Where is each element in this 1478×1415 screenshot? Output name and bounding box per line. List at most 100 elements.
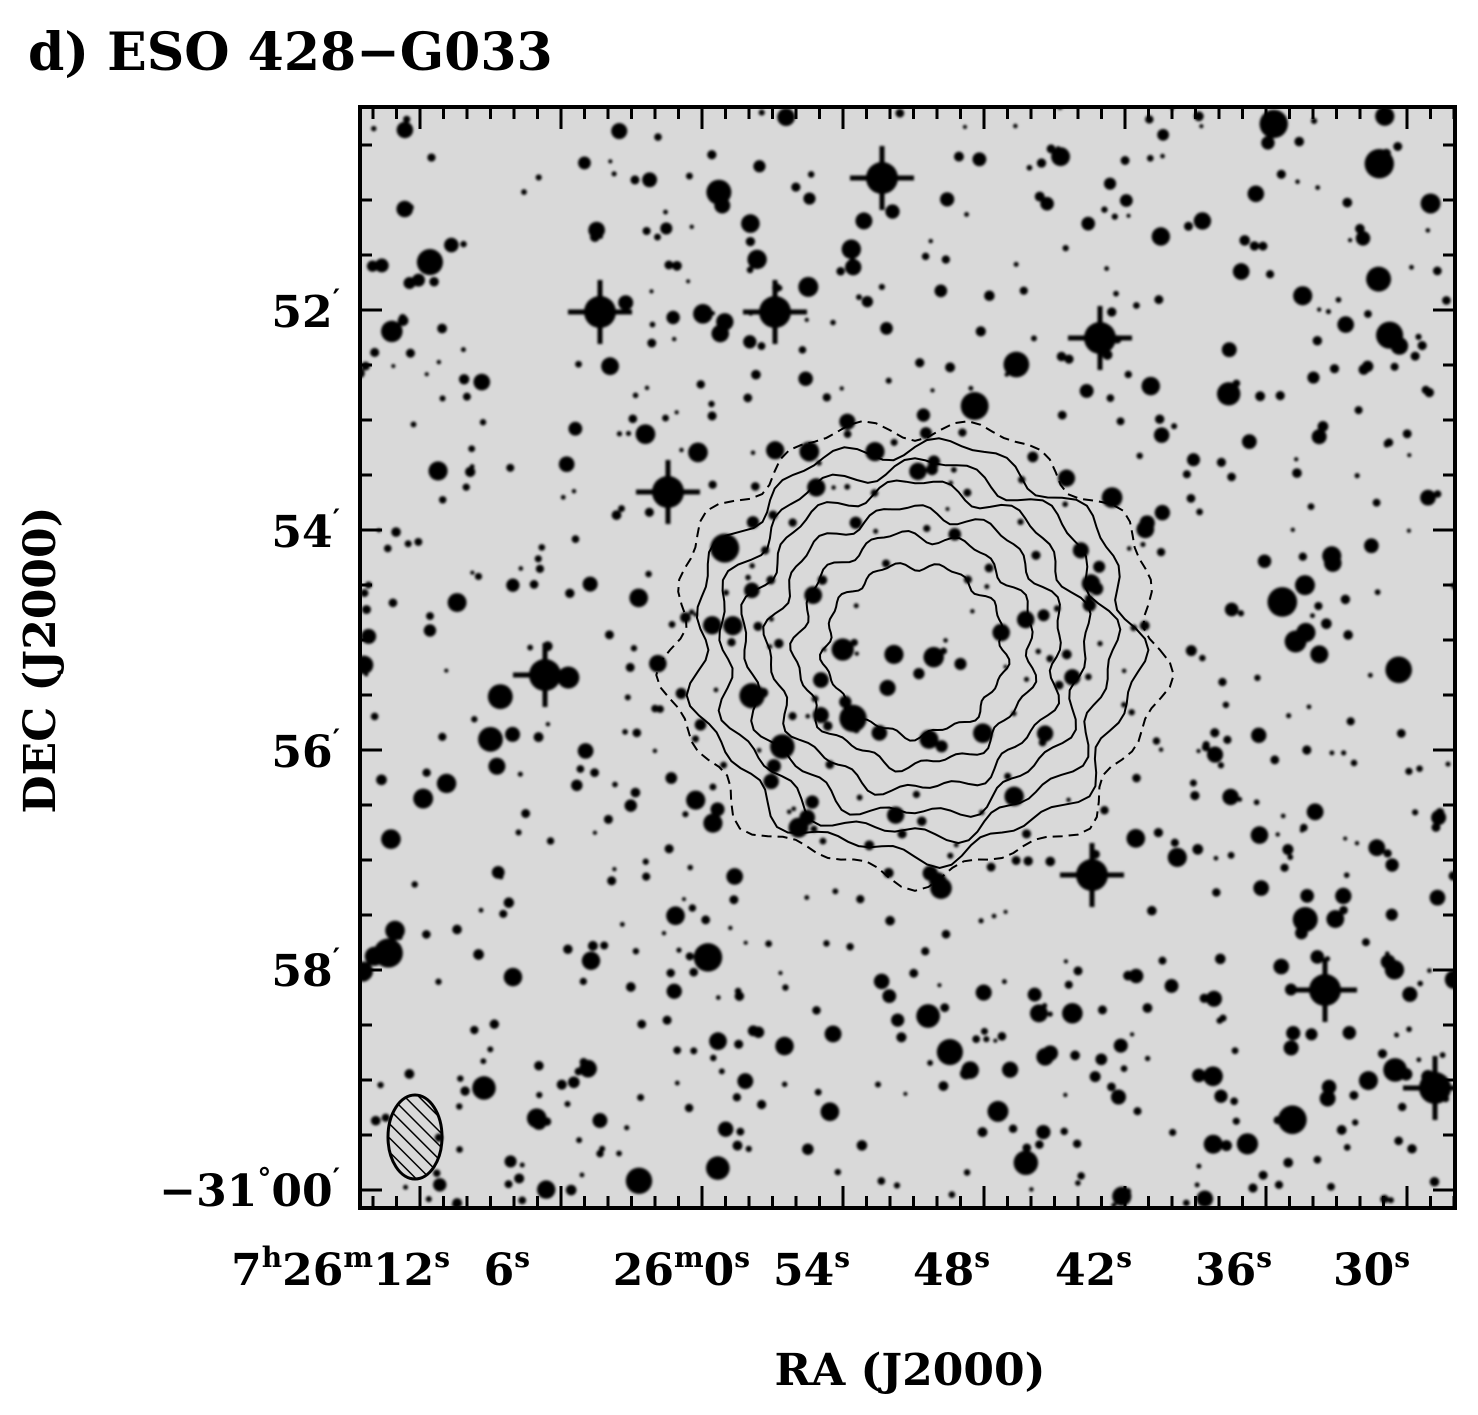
star [1361,938,1370,947]
star [1170,838,1179,847]
star [1425,228,1431,233]
star [1307,371,1320,384]
star [611,122,628,140]
star [1310,950,1325,964]
star [438,496,447,504]
star [1073,966,1083,976]
star [426,612,434,621]
star [526,1108,547,1129]
star [1270,755,1280,765]
star [1383,849,1392,858]
star-spikes [850,146,914,210]
x-tick-label: 6s [484,1241,530,1296]
star [1300,889,1315,903]
star [885,204,900,219]
star [1315,185,1321,191]
star [987,1100,1009,1122]
star [1126,213,1131,218]
star [1218,677,1227,687]
star [896,1032,907,1043]
label-part: 48 [913,1245,974,1296]
star [945,362,956,373]
star [687,864,694,871]
star [1405,767,1413,775]
star [1001,1061,1019,1078]
star [1107,1082,1116,1092]
star [460,1086,470,1096]
star [376,774,387,786]
star [412,273,425,287]
star [718,1121,734,1137]
star [685,172,693,180]
star [992,623,1010,642]
star [791,182,801,192]
star [707,411,717,421]
star-spikes [1403,1056,1455,1120]
star [804,317,809,323]
star [1027,451,1039,463]
star [534,1060,544,1071]
star [1317,307,1322,312]
star [579,1172,585,1178]
star [1182,470,1191,479]
star [649,289,654,294]
star [1156,547,1166,557]
star [723,616,743,636]
star [422,930,431,939]
star [424,372,429,377]
star [1346,717,1355,726]
star [964,212,969,217]
star [535,564,545,573]
star [644,385,650,391]
star [849,516,862,529]
star [665,772,678,784]
star [711,324,730,343]
star [456,1146,463,1153]
star [1158,747,1164,752]
star [1335,887,1352,905]
star [1394,1136,1403,1146]
star [1214,1089,1228,1103]
star [1302,745,1312,755]
star [1140,541,1146,548]
star [1040,196,1054,211]
x-tick-label: 26m0s [613,1241,750,1296]
star [1286,1026,1301,1041]
plot-frame [358,105,1457,1210]
star [1185,645,1197,657]
star [1444,970,1455,989]
star [1219,1014,1227,1022]
star [1273,958,1290,975]
star [1070,1050,1080,1061]
star [855,212,873,230]
star [624,799,637,812]
superscript: s [434,1241,450,1274]
star [770,734,795,759]
star [975,326,986,337]
star [977,1127,988,1138]
star [1282,843,1294,856]
star [1298,552,1308,561]
star [428,461,448,481]
star-field [360,107,1455,1208]
star [753,160,766,173]
star [642,858,649,865]
star [1030,335,1037,342]
superscript: s [734,1241,750,1274]
star [612,866,617,872]
star [1335,296,1342,303]
star [598,234,603,239]
star [856,294,862,301]
star [624,694,631,701]
star [691,735,699,743]
superscript: ′ [333,503,340,536]
star [1046,144,1056,154]
star [366,260,379,272]
star [928,238,933,244]
star [1008,1124,1018,1133]
superscript: s [834,1241,850,1274]
star [844,483,851,490]
star [729,895,739,905]
star [1154,414,1165,424]
star [1322,546,1342,566]
